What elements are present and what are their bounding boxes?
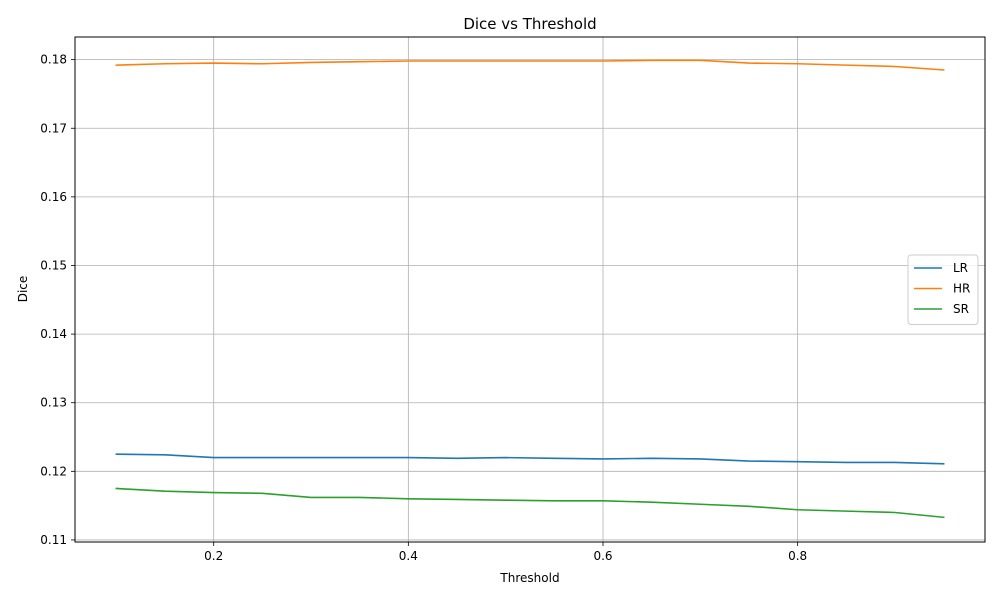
x-axis-label: Threshold bbox=[499, 571, 559, 585]
y-tick-label: 0.14 bbox=[40, 327, 67, 341]
y-tick-label: 0.16 bbox=[40, 190, 67, 204]
y-tick-label: 0.11 bbox=[40, 533, 67, 547]
x-tick-label: 0.6 bbox=[593, 549, 612, 563]
y-tick-label: 0.15 bbox=[40, 258, 67, 272]
ticks: 0.2 0.4 0.6 0.8 0.11 0.12 0.13 0.14 0.15 0.16 0.17… bbox=[40, 53, 807, 563]
y-tick-label: 0.17 bbox=[40, 121, 67, 135]
series-line-lr bbox=[115, 453, 945, 465]
y-axis-label: Dice bbox=[16, 276, 30, 303]
legend: LR HR SR bbox=[907, 254, 979, 325]
series-lines bbox=[115, 59, 945, 519]
grid bbox=[75, 37, 985, 542]
y-tick-label: 0.18 bbox=[40, 53, 67, 67]
x-tick-label: 0.2 bbox=[204, 549, 223, 563]
series-line-hr bbox=[115, 59, 945, 71]
x-tick-label: 0.4 bbox=[399, 549, 418, 563]
chart-title: Dice vs Threshold bbox=[463, 15, 596, 33]
legend-label-lr: LR bbox=[953, 261, 968, 275]
y-tick-label: 0.13 bbox=[40, 396, 67, 410]
legend-label-hr: HR bbox=[953, 282, 970, 296]
legend-box bbox=[907, 254, 979, 325]
x-tick-label: 0.8 bbox=[788, 549, 807, 563]
series-line-sr bbox=[115, 487, 945, 519]
y-tick-label: 0.12 bbox=[40, 464, 67, 478]
axes-frame bbox=[74, 36, 986, 543]
legend-label-sr: SR bbox=[953, 302, 969, 316]
